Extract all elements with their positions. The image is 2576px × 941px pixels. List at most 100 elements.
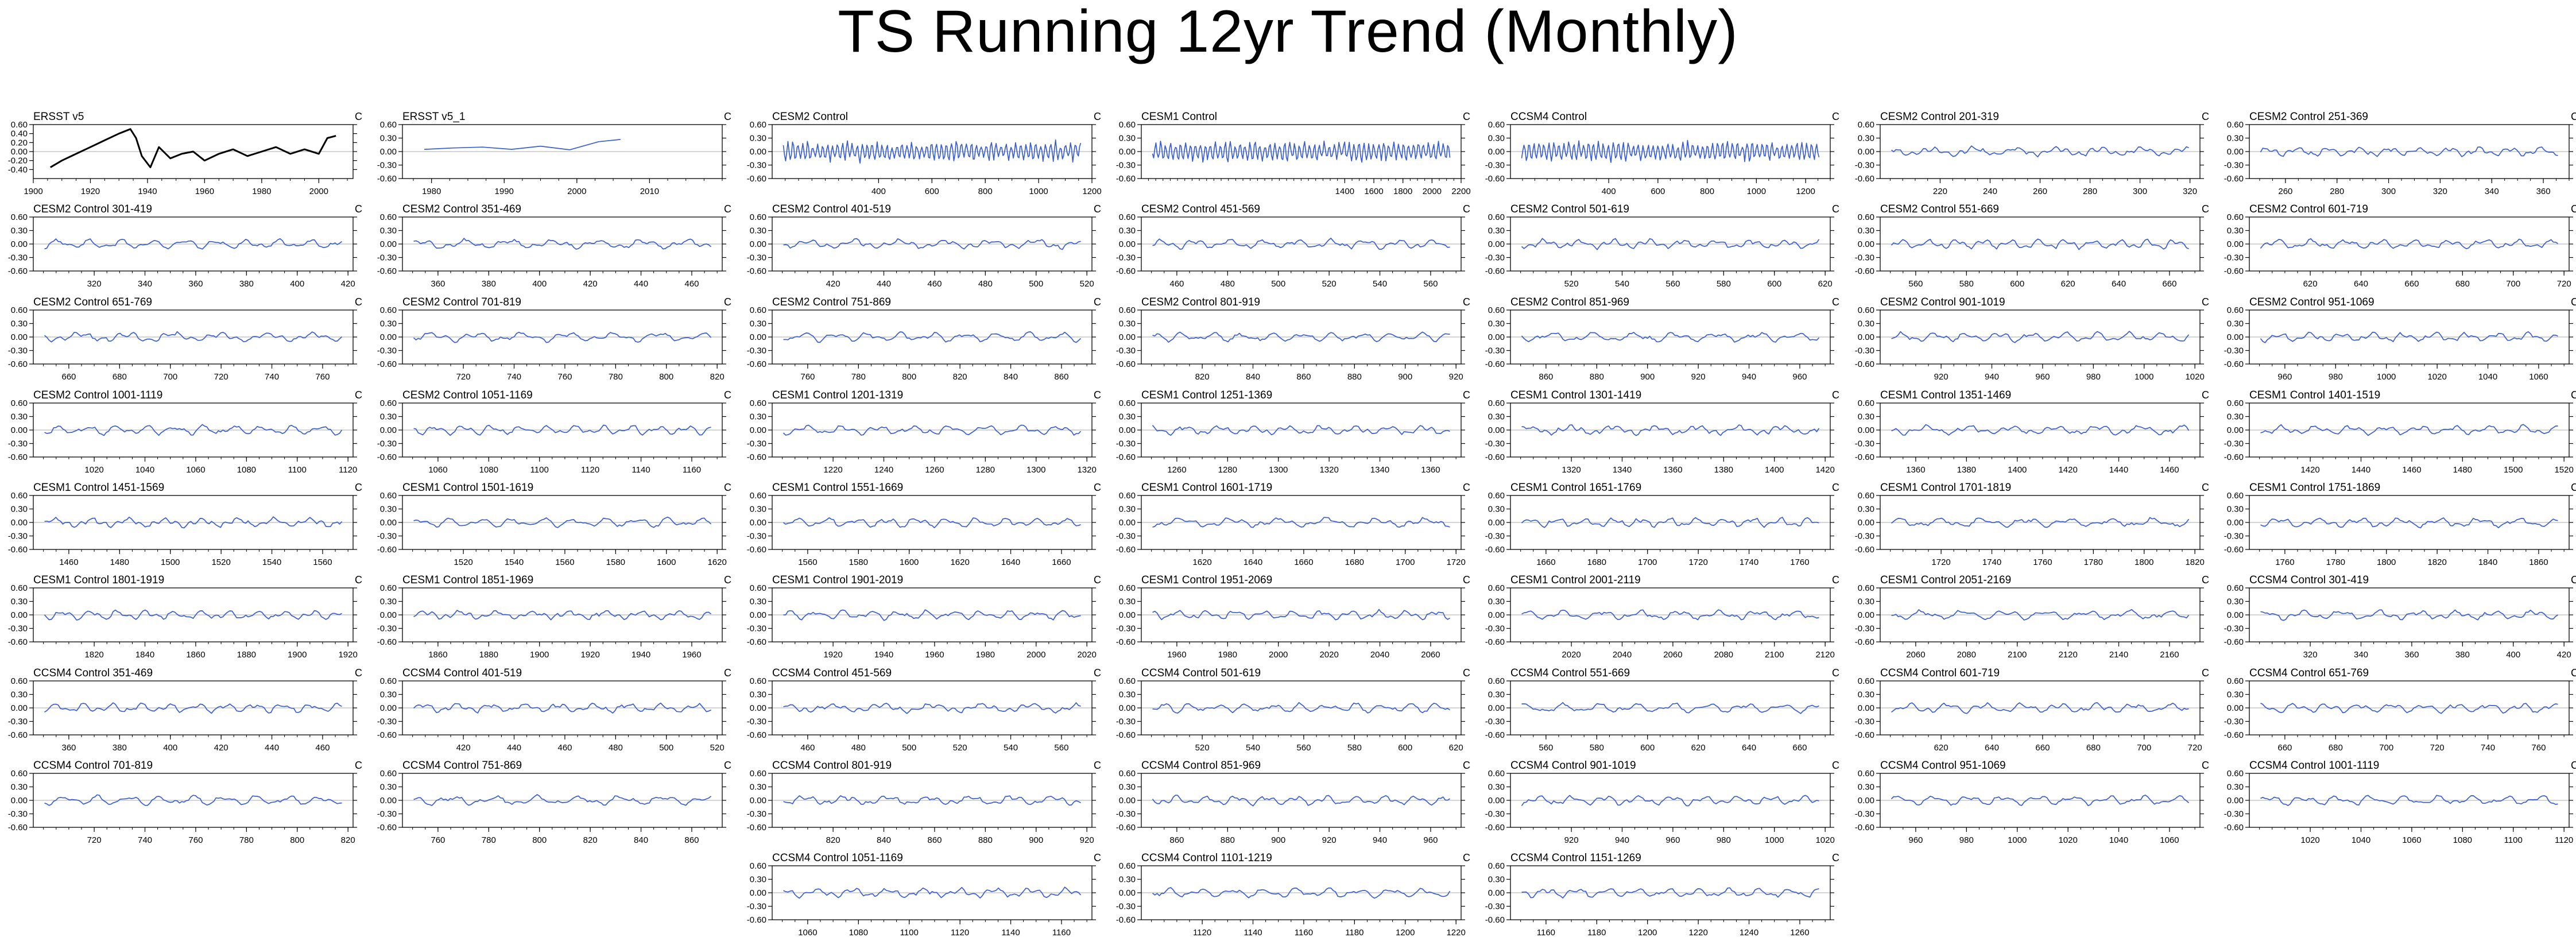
y-tick-label: -0.60 xyxy=(8,637,28,647)
y-tick-label: -0.30 xyxy=(747,624,766,634)
panel-title: CESM2 Control 401-519 xyxy=(772,203,891,215)
x-tick-label: 660 xyxy=(2035,743,2050,753)
x-tick-label: 1660 xyxy=(1294,557,1313,567)
x-tick-label: 1920 xyxy=(580,650,599,660)
x-tick-label: 320 xyxy=(87,279,102,289)
y-tick-label: -0.30 xyxy=(8,253,28,263)
y-tick-label: -0.30 xyxy=(1485,253,1505,263)
x-tick-label: 1720 xyxy=(1446,557,1465,567)
panel-title: CESM2 Control xyxy=(772,111,848,123)
x-tick-label: 800 xyxy=(1700,187,1714,196)
x-tick-label: 1040 xyxy=(135,465,154,475)
x-tick-label: 1620 xyxy=(950,557,969,567)
y-tick-label: 0.00 xyxy=(11,147,28,157)
y-tick-label: -0.60 xyxy=(1855,359,1874,369)
y-tick-label: 0.60 xyxy=(750,583,766,593)
y-tick-label: -0.30 xyxy=(1485,532,1505,541)
x-tick-label: 1900 xyxy=(530,650,549,660)
units-label: C xyxy=(724,760,731,771)
x-tick-label: 2020 xyxy=(1319,650,1338,660)
y-tick-label: 0.60 xyxy=(750,398,766,408)
y-tick-label: 0.00 xyxy=(1488,888,1505,898)
y-tick-label: 0.30 xyxy=(380,226,397,236)
y-tick-label: -0.60 xyxy=(1485,452,1505,462)
units-label: C xyxy=(1094,667,1101,679)
units-label: C xyxy=(2571,482,2576,493)
series-line xyxy=(44,609,342,621)
x-tick-label: 2060 xyxy=(1421,650,1440,660)
y-tick-label: 0.30 xyxy=(750,597,766,607)
units-label: C xyxy=(724,574,731,586)
y-tick-label: 0.30 xyxy=(1488,690,1505,700)
units-label: C xyxy=(2202,574,2209,586)
units-label: C xyxy=(2571,203,2576,215)
y-tick-label: 0.30 xyxy=(11,226,28,236)
x-tick-label: 620 xyxy=(1934,743,1949,753)
x-tick-label: 1280 xyxy=(976,465,995,475)
x-tick-label: 720 xyxy=(214,372,228,382)
y-tick-label: -0.30 xyxy=(1116,161,1136,171)
x-tick-label: 1990 xyxy=(495,187,514,196)
x-tick-label: 2020 xyxy=(1562,650,1581,660)
y-tick-label: 0.60 xyxy=(1119,212,1136,222)
x-tick-label: 2160 xyxy=(2160,650,2179,660)
y-tick-label: 0.30 xyxy=(1119,319,1136,329)
series-line xyxy=(1891,517,2190,528)
y-tick-label: 0.30 xyxy=(11,690,28,700)
x-tick-label: 300 xyxy=(2381,187,2396,196)
x-tick-label: 640 xyxy=(2112,279,2126,289)
x-tick-label: 860 xyxy=(1054,372,1068,382)
y-tick-label: 0.60 xyxy=(1858,305,1874,315)
x-tick-label: 340 xyxy=(2485,187,2499,196)
units-label: C xyxy=(2202,296,2209,308)
x-tick-label: 320 xyxy=(2433,187,2447,196)
series-line xyxy=(1521,238,1820,250)
units-label: C xyxy=(2202,111,2209,122)
series-line xyxy=(2260,609,2558,621)
panel-title: CESM1 Control 1551-1669 xyxy=(772,482,903,494)
x-tick-label: 780 xyxy=(482,835,496,845)
y-tick-label: 0.00 xyxy=(2227,239,2244,249)
x-tick-label: 1120 xyxy=(2555,835,2573,845)
panel-title: CCSM4 Control 851-969 xyxy=(1141,760,1261,772)
series-line xyxy=(783,238,1081,250)
series-line xyxy=(44,516,343,529)
x-tick-label: 940 xyxy=(1615,835,1629,845)
x-tick-label: 920 xyxy=(1080,835,1094,845)
y-tick-label: -0.30 xyxy=(1485,717,1505,727)
series-line xyxy=(783,702,1081,714)
series-line xyxy=(1521,424,1820,436)
y-tick-label: 0.60 xyxy=(11,305,28,315)
x-tick-label: 1780 xyxy=(2084,557,2103,567)
x-tick-label: 2020 xyxy=(1077,650,1096,660)
y-tick-label: -0.60 xyxy=(1116,266,1136,276)
y-tick-label: 0.00 xyxy=(1858,518,1874,528)
y-tick-label: -0.30 xyxy=(1116,902,1136,912)
panel-35: CESM1 Control 1751-1869 C 0.60 0.30 0.00 -0.3… xyxy=(2224,482,2576,567)
y-tick-label: 0.00 xyxy=(2227,703,2244,713)
y-tick-label: 0.60 xyxy=(380,398,397,408)
units-label: C xyxy=(1463,852,1470,863)
x-tick-label: 400 xyxy=(163,743,177,753)
x-tick-label: 400 xyxy=(1602,187,1616,196)
series-line xyxy=(1891,609,2190,621)
series-line xyxy=(1152,238,1450,250)
x-tick-label: 1920 xyxy=(823,650,842,660)
x-tick-label: 1600 xyxy=(657,557,676,567)
panel-title: CESM1 Control 1901-2019 xyxy=(772,574,903,586)
x-tick-label: 1740 xyxy=(1982,557,2001,567)
y-tick-label: -0.30 xyxy=(747,902,766,912)
y-tick-label: 0.00 xyxy=(2227,796,2244,806)
panel-36: CESM1 Control 1801-1919 C 0.60 0.30 0.00 -0.3… xyxy=(8,574,362,660)
y-tick-label: 0.60 xyxy=(1488,305,1505,315)
y-tick-label: -0.30 xyxy=(1116,717,1136,727)
y-tick-label: 0.60 xyxy=(380,676,397,686)
x-tick-label: 1120 xyxy=(339,465,357,475)
y-tick-label: -0.60 xyxy=(377,359,397,369)
panel-26: CESM1 Control 1301-1419 C 0.60 0.30 0.00 -0.3… xyxy=(1485,389,1839,475)
y-tick-label: 0.60 xyxy=(2227,398,2244,408)
units-label: C xyxy=(2571,667,2576,679)
y-tick-label: 0.00 xyxy=(1119,332,1136,342)
units-label: C xyxy=(355,296,362,308)
